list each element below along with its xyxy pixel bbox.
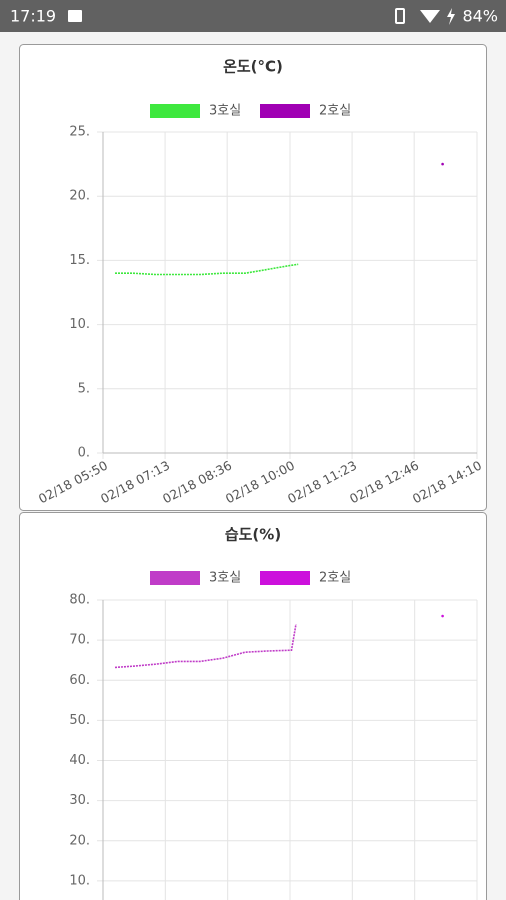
legend-label: 2호실 [319, 571, 351, 586]
y-tick-label: 80. [69, 593, 90, 608]
y-tick-label: 70. [69, 633, 90, 648]
y-tick-label: 15. [69, 253, 90, 268]
chart-card [19, 512, 487, 900]
vibrate-icon [395, 8, 405, 24]
wifi-icon [420, 10, 440, 23]
y-tick-label: 30. [69, 793, 90, 808]
legend-label: 2호실 [319, 104, 351, 119]
chart-title: 습도(%) [225, 526, 281, 544]
y-tick-label: 25. [69, 125, 90, 140]
chart-title: 온도(°C) [223, 58, 283, 76]
y-tick-label: 0. [78, 446, 90, 461]
status-bar [0, 0, 506, 32]
y-tick-label: 20. [69, 189, 90, 204]
chart-card [19, 44, 487, 511]
status-time: 17:19 [10, 7, 56, 26]
data-point [441, 162, 444, 166]
charging-icon [447, 8, 455, 25]
data-line [114, 623, 297, 669]
y-tick-label: 10. [69, 873, 90, 888]
data-point [441, 614, 444, 618]
legend-swatch [150, 104, 200, 118]
battery-level: 84% [462, 7, 498, 26]
legend-swatch [150, 571, 200, 585]
y-tick-label: 5. [78, 381, 90, 396]
legend-swatch [260, 104, 310, 118]
data-line [115, 263, 299, 276]
legend-swatch [260, 571, 310, 585]
y-tick-label: 60. [69, 673, 90, 688]
legend-label: 3호실 [209, 104, 241, 119]
y-tick-label: 10. [69, 317, 90, 332]
y-tick-label: 40. [69, 753, 90, 768]
y-tick-label: 20. [69, 833, 90, 848]
legend-label: 3호실 [209, 571, 241, 586]
image-icon [68, 10, 82, 22]
y-tick-label: 50. [69, 713, 90, 728]
